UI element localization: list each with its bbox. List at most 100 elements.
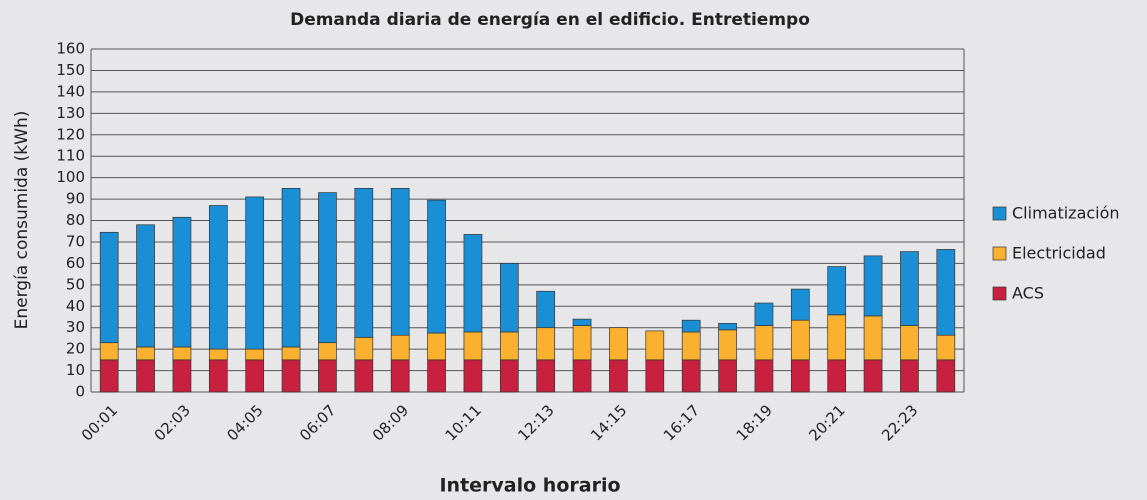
x-tick-label: 18:19 xyxy=(733,401,776,444)
bar-segment xyxy=(281,187,301,348)
x-tick-label: 16:17 xyxy=(660,401,703,444)
bar-segment xyxy=(900,251,919,326)
bar-segment xyxy=(572,318,592,326)
bar-segment xyxy=(245,196,265,350)
y-tick-label: 150 xyxy=(56,61,85,79)
bar-segment xyxy=(681,319,701,333)
bar-segment xyxy=(427,359,446,393)
bar-segment xyxy=(354,336,374,361)
bar-segment xyxy=(754,359,774,393)
bar-segment xyxy=(318,192,337,344)
bar-segment xyxy=(609,327,628,361)
bar-segment xyxy=(863,359,883,393)
bar-segment xyxy=(281,359,301,393)
bar-segment xyxy=(863,315,883,361)
bar-segment xyxy=(900,325,919,361)
bar-segment xyxy=(390,187,410,336)
x-tick-label: 20:21 xyxy=(805,401,848,444)
bar-segment xyxy=(718,329,737,361)
x-tick-label: 22:23 xyxy=(878,401,921,444)
bar-segment xyxy=(754,302,774,326)
bar-segment xyxy=(790,319,810,361)
x-tick-label: 00:01 xyxy=(78,401,121,444)
bar-segment xyxy=(609,359,628,393)
bar-segment xyxy=(827,359,847,393)
x-axis-title: Intervalo horario xyxy=(439,475,620,497)
legend-label: Electricidad xyxy=(1012,244,1106,263)
y-tick-label: 10 xyxy=(66,361,85,379)
bar-segment xyxy=(427,199,446,334)
bar-segment xyxy=(427,332,446,361)
bar-segment xyxy=(645,359,665,393)
x-tick-label: 10:11 xyxy=(442,401,485,444)
y-tick-label: 30 xyxy=(66,318,85,336)
y-tick-label: 160 xyxy=(56,40,85,58)
legend-swatch xyxy=(992,246,1007,261)
bar-segment xyxy=(99,359,119,393)
bar-segment xyxy=(99,342,119,361)
bar-segment xyxy=(208,348,228,361)
bar-segment xyxy=(281,346,301,361)
bar-segment xyxy=(208,205,228,350)
y-tick-label: 140 xyxy=(56,82,85,100)
x-tick-label: 06:07 xyxy=(296,401,339,444)
bar-segment xyxy=(718,359,737,393)
bar-segment xyxy=(136,224,155,348)
y-tick-label: 120 xyxy=(56,125,85,143)
bar-segment xyxy=(827,314,847,361)
legend-swatch xyxy=(992,206,1007,221)
bar-segment xyxy=(572,325,592,361)
bar-segment xyxy=(99,231,119,344)
y-tick-label: 20 xyxy=(66,340,85,358)
bar-segment xyxy=(390,359,410,393)
bar-segment xyxy=(172,216,192,348)
x-tick-label: 02:03 xyxy=(151,401,194,444)
bar-segment xyxy=(936,334,956,361)
bar-segment xyxy=(900,359,919,393)
bar-segment xyxy=(463,234,483,333)
bar-segment xyxy=(718,323,737,331)
legend-swatch xyxy=(992,286,1007,301)
legend-label: ACS xyxy=(1012,284,1044,303)
bar-segment xyxy=(172,346,192,361)
bar-segment xyxy=(499,263,519,333)
y-tick-label: 80 xyxy=(66,211,85,229)
bar-segment xyxy=(681,331,701,361)
bar-segment xyxy=(790,359,810,393)
bar-segment xyxy=(136,346,155,361)
x-tick-label: 04:05 xyxy=(223,401,266,444)
y-tick-label: 50 xyxy=(66,275,85,293)
bar-segment xyxy=(681,359,701,393)
bar-segment xyxy=(572,359,592,393)
bar-segment xyxy=(936,359,956,393)
bar-segment xyxy=(245,348,265,361)
bar-segment xyxy=(754,325,774,361)
y-tick-label: 70 xyxy=(66,232,85,250)
bar-segment xyxy=(354,187,374,338)
y-tick-label: 60 xyxy=(66,254,85,272)
bar-segment xyxy=(208,359,228,393)
bar-segment xyxy=(463,359,483,393)
x-tick-label: 08:09 xyxy=(369,401,412,444)
bar-segment xyxy=(245,359,265,393)
y-tick-label: 100 xyxy=(56,168,85,186)
bar-segment xyxy=(136,359,155,393)
chart-title: Demanda diaria de energía en el edificio… xyxy=(290,10,810,30)
bar-segment xyxy=(318,359,337,393)
bar-segment xyxy=(499,331,519,361)
bar-segment xyxy=(172,359,192,393)
legend-label: Climatización xyxy=(1012,204,1120,223)
bar-segment xyxy=(645,330,665,361)
y-tick-label: 0 xyxy=(75,383,85,401)
bar-segment xyxy=(354,359,374,393)
bar-segment xyxy=(936,249,956,336)
y-tick-label: 130 xyxy=(56,104,85,122)
bar-segment xyxy=(318,342,337,361)
y-tick-label: 110 xyxy=(56,147,85,165)
bar-segment xyxy=(536,359,556,393)
bar-segment xyxy=(863,255,883,317)
y-axis-title: Energía consumida (kWh) xyxy=(12,111,32,330)
x-tick-label: 12:13 xyxy=(514,401,557,444)
bar-segment xyxy=(390,334,410,361)
